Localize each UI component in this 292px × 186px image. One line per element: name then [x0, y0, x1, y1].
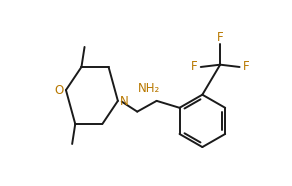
Text: NH₂: NH₂ [138, 82, 160, 95]
Text: N: N [120, 95, 128, 108]
Text: F: F [191, 60, 198, 73]
Text: F: F [242, 60, 249, 73]
Text: F: F [217, 31, 223, 44]
Text: O: O [54, 84, 64, 97]
